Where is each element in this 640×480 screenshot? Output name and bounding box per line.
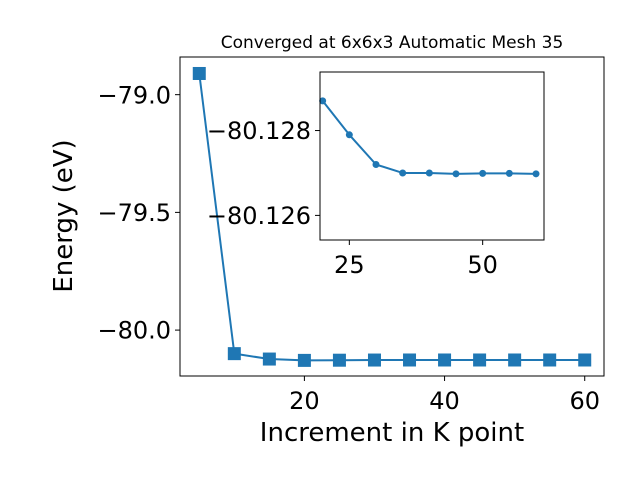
main-data-point [438,353,452,367]
main-data-point [192,66,206,80]
inset-data-point [425,169,433,177]
main-data-point [578,353,592,367]
x-axis-label: Increment in K point [260,418,524,448]
inset-y-tick-label: −80.128 [207,117,311,145]
main-x-tick-label: 20 [289,387,320,415]
inset-data-point [372,160,380,168]
main-x-tick-label: 60 [569,387,600,415]
inset-plot-background [320,72,544,240]
main-data-point [508,353,522,367]
inset-data-point [319,97,327,105]
main-data-point [262,352,276,366]
inset-x-tick-label: 25 [334,251,365,279]
inset-y-tick-label: −80.126 [207,202,311,230]
inset-data-point [399,169,407,177]
inset-axis-ticks: 25 50 −80.128 −80.126 [207,117,498,279]
main-data-series [192,66,592,367]
main-data-point [367,353,381,367]
main-data-point [227,347,241,361]
inset-data-point [479,169,487,177]
main-data-point [332,353,346,367]
main-data-point [297,353,311,367]
main-x-tick-label: 40 [429,387,460,415]
main-chart: Converged at 6x6x3 Automatic Mesh 35 20 4… [49,33,605,448]
main-axis-ticks: 20 40 60 −79.0 −79.5 −80.0 [97,81,600,415]
inset-chart: 25 50 −80.128 −80.126 [207,71,545,279]
main-y-tick-label: −79.5 [97,199,171,227]
inset-data-point [345,131,353,139]
main-data-point [403,353,417,367]
inset-data-series [319,97,540,178]
inset-data-point [452,170,460,178]
inset-data-point [505,169,513,177]
y-axis-label: Energy (eV) [49,139,79,292]
chart-title: Converged at 6x6x3 Automatic Mesh 35 [221,33,564,53]
main-y-tick-label: −80.0 [97,317,171,345]
main-plot-frame [179,56,605,377]
main-data-point [473,353,487,367]
inset-plot-frame [319,71,545,241]
main-y-tick-label: −79.0 [97,81,171,109]
main-data-point [543,353,557,367]
inset-data-point [532,170,540,178]
inset-x-tick-label: 50 [467,251,498,279]
